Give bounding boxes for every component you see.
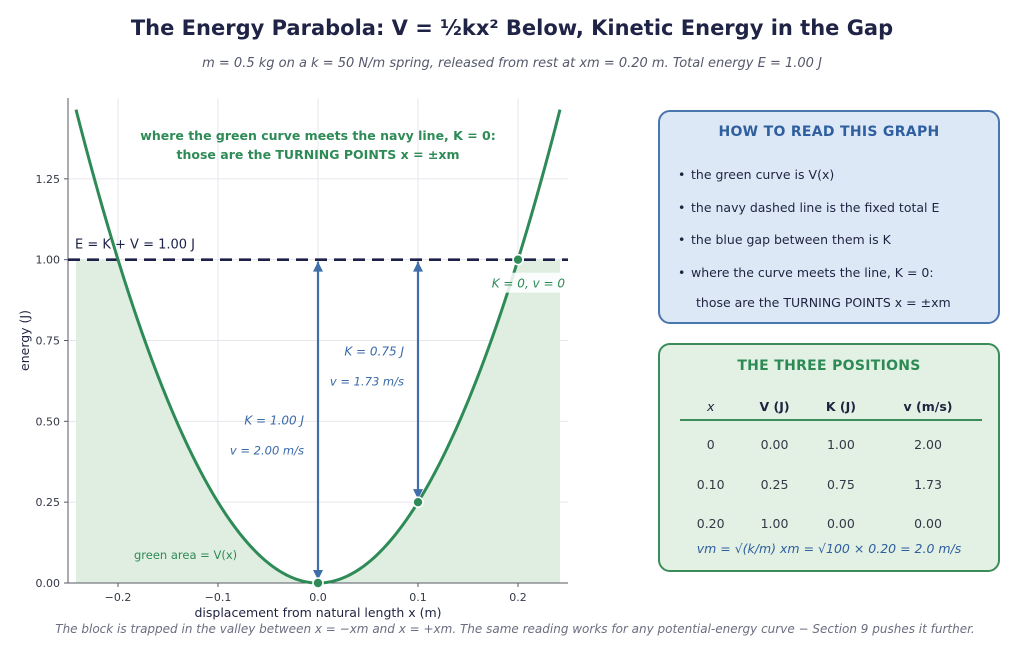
how-to-read-list: • the green curve is V(x) • the navy dashe… (678, 167, 951, 310)
y-tick-label: 0.75 (36, 335, 61, 348)
column-header: V (J) (741, 393, 808, 421)
x-tick-label: −0.1 (205, 591, 232, 604)
y-axis-label: energy (J) (17, 310, 32, 371)
page-subtitle: m = 0.5 kg on a k = 50 N/m spring, relea… (202, 56, 822, 71)
footer-caption: The block is trapped in the valley betwe… (55, 622, 975, 636)
table-cell: 0.25 (760, 476, 789, 492)
x-tick-label: 0.0 (309, 591, 327, 604)
y-tick-label: 0.50 (36, 415, 61, 428)
table-row: 0.20 1.00 0.00 0.00 (680, 504, 982, 544)
table-cell: 1.00 (760, 516, 789, 532)
green-area-label: green area = V(x) (134, 548, 237, 562)
x-tick-label: −0.2 (105, 591, 132, 604)
curve-point (312, 577, 324, 589)
how-to-read-card: HOW TO READ THIS GRAPH • the green curve … (658, 110, 1000, 324)
speed-label: v = 2.00 m/s (230, 443, 304, 457)
y-tick-label: 1.25 (36, 173, 61, 186)
table-header-row: x V (J) K (J) v (m/s) (680, 393, 982, 421)
chart-labels: K = 1.00 J v = 2.00 m/s K = 0.75 J v = 1.73… (75, 128, 567, 562)
table-cell: 1.73 (914, 476, 942, 492)
ke-arrow-head-bottom (413, 489, 423, 500)
ke-arrow-head-bottom (313, 570, 323, 580)
energy-label: E = K + V = 1.00 J (75, 238, 195, 253)
list-item: • the navy dashed line is the fixed total… (678, 199, 940, 215)
curve-point (512, 253, 524, 266)
turning-note-line2: those are the TURNING POINTS x = ±xm (177, 147, 460, 162)
page-title: The Energy Parabola: V = ½kx² Below, Kin… (130, 16, 894, 40)
list-item-text: the blue gap between them is K (691, 232, 891, 247)
table-cell: 2.00 (914, 437, 942, 453)
table-cell: 0.00 (760, 437, 789, 453)
positions-table: x V (J) K (J) v (m/s) 0 0.00 1.00 2.00 0… (680, 393, 982, 544)
list-item: • where the curve meets the line, K = 0: … (678, 264, 951, 310)
three-positions-title: THE THREE POSITIONS (737, 358, 921, 374)
table-cell: 0.00 (826, 516, 855, 532)
column-header: x (680, 393, 742, 421)
max-speed-formula: vm = √(k/m) xm = √100 × 0.20 = 2.0 m/s (696, 541, 962, 556)
table-cell: 1.00 (826, 437, 855, 453)
table-cell: 0.00 (914, 516, 942, 532)
list-item-text: where the curve meets the line, K = 0: (691, 264, 934, 280)
how-to-read-title: HOW TO READ THIS GRAPH (718, 124, 940, 140)
x-axis-label: displacement from natural length x (m) (194, 605, 441, 620)
y-tick-label: 0.25 (36, 496, 61, 509)
table-cell: 0.20 (696, 516, 725, 532)
marker-points (312, 253, 524, 589)
list-item: • the blue gap between them is K (678, 232, 891, 247)
table-cell: 0.10 (696, 476, 725, 492)
x-tick-label: 0.1 (409, 591, 427, 604)
turning-label-bg (483, 272, 567, 293)
table-row: 0 0.00 1.00 2.00 (680, 420, 982, 465)
list-item-text: the navy dashed line is the fixed total … (691, 199, 940, 215)
list-item-continuation: those are the TURNING POINTS x = ±xm (696, 294, 951, 310)
kinetic-energy-arrows (313, 261, 423, 580)
three-positions-card: THE THREE POSITIONS x V (J) K (J) v (m/s… (658, 343, 1000, 572)
table-row: 0.10 0.25 0.75 1.73 (680, 465, 982, 505)
table-cell: 0.75 (826, 476, 855, 492)
curve-point (412, 496, 424, 508)
energy-chart: −0.2 −0.1 0.0 0.1 0.2 0.00 0.25 0.50 0.75 1.00 1.2… (17, 98, 568, 620)
y-tick-label: 1.00 (36, 254, 61, 267)
y-tick-label: 0.00 (36, 577, 61, 590)
list-item-text: the green curve is V(x) (691, 167, 835, 182)
ke-label: K = 0.75 J (344, 345, 404, 359)
column-header: v (m/s) (874, 393, 982, 421)
axes: −0.2 −0.1 0.0 0.1 0.2 0.00 0.25 0.50 0.75 1.00 1.2… (17, 98, 568, 620)
table-cell: 0 (706, 437, 715, 453)
ke-arrow-head-top (413, 261, 423, 272)
ke-arrow-head-top (313, 261, 323, 272)
speed-label: v = 1.73 m/s (330, 375, 404, 389)
ke-label: K = 1.00 J (244, 413, 304, 427)
turning-point-label: K = 0, v = 0 (492, 277, 566, 291)
turning-note-line1: where the green curve meets the navy lin… (140, 128, 495, 143)
column-header: K (J) (807, 393, 875, 421)
list-item: • the green curve is V(x) (678, 167, 835, 182)
potential-area-fill (76, 259, 560, 583)
x-tick-label: 0.2 (509, 591, 527, 604)
